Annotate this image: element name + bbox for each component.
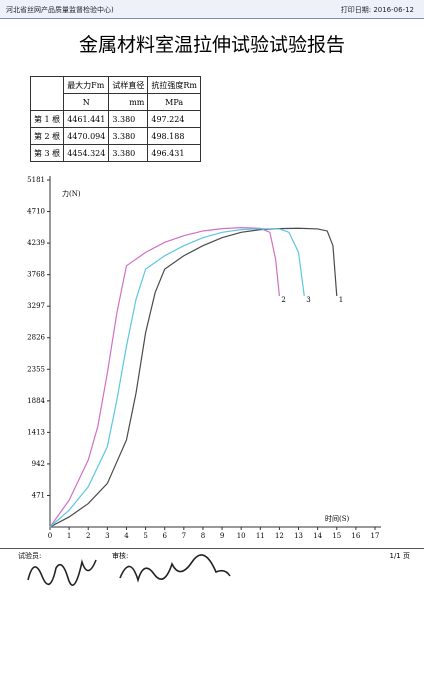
x-tick-label: 12 [275,532,284,540]
series-line [49,227,281,528]
y-tick-label: 3768 [27,271,45,279]
table-unit: mm [108,93,149,111]
table-unit: MPa [147,93,201,111]
y-tick-label: 4710 [27,208,45,216]
x-tick-label: 6 [162,532,167,540]
table-cell: 3.380 [108,110,149,128]
table-cell: 3.380 [108,144,149,162]
table-header: 试样直径 [108,76,149,94]
page-number: 1/1 页 [389,552,411,560]
table-cell: 第 3 根 [29,144,65,162]
series-label: 2 [281,296,285,304]
x-tick-label: 1 [67,532,71,540]
y-tick-label: 942 [32,460,45,468]
x-tick-label: 14 [313,532,322,540]
table-cell: 498.188 [147,127,201,145]
table-cell: 497.224 [147,110,201,128]
x-axis-label: 时间(S) [325,514,350,523]
table-cell: 第 1 根 [29,110,65,128]
x-tick-label: 9 [220,532,224,540]
x-tick-label: 17 [371,532,380,540]
table-header: 最大力Fm [63,76,110,94]
table-cell: 4454.324 [63,144,110,162]
x-tick-label: 5 [143,532,147,540]
table-corner [29,76,65,111]
series-line [49,228,305,528]
x-tick-label: 15 [332,532,341,540]
result-table: 最大力Fm 试样直径 抗拉强度Rm N mm MPa 第 1 根 4461.441… [29,76,201,162]
print-date: 打印日期: 2016-06-12 [340,6,414,14]
y-tick-label: 1413 [27,428,45,436]
series-label: 1 [339,296,343,304]
y-tick-label: 471 [32,491,45,499]
header-band [0,0,424,19]
x-tick-label: 13 [294,532,303,540]
y-tick-label: 4239 [27,239,45,247]
y-tick-label: 2826 [27,334,45,342]
footer-line [0,548,424,549]
series-line [49,227,338,528]
chart: 4719421413188423552826329737684239471051… [27,176,381,540]
table-header: 抗拉强度Rm [147,76,201,94]
table-cell: 496.431 [147,144,201,162]
y-axis-label: 力(N) [62,189,81,198]
x-tick-label: 8 [201,532,205,540]
table-cell: 第 2 根 [29,127,65,145]
x-tick-label: 7 [182,532,186,540]
table-cell: 4470.094 [63,127,110,145]
y-tick-label: 2355 [27,365,45,373]
signatures [27,554,231,586]
table-cell: 4461.441 [63,110,110,128]
reviewer-label: 审核: [112,552,129,560]
tester-label: 试验员: [18,552,42,560]
x-tick-label: 3 [105,532,109,540]
table-cell: 3.380 [108,127,149,145]
series-label: 3 [306,296,310,304]
x-tick-label: 0 [48,532,52,540]
table-unit: N [63,93,110,111]
y-tick-label: 1884 [27,397,45,405]
x-tick-label: 4 [124,532,129,540]
report-title: 金属材料室温拉伸试验试验报告 [78,34,345,56]
y-tick-label: 3297 [27,302,45,310]
y-tick-label: 5181 [27,176,45,184]
x-tick-label: 11 [256,532,265,540]
x-tick-label: 16 [351,532,360,540]
org: 河北省丝网产品质量监督检验中心) [6,6,114,14]
x-tick-label: 10 [237,532,246,540]
x-tick-label: 2 [86,532,90,540]
